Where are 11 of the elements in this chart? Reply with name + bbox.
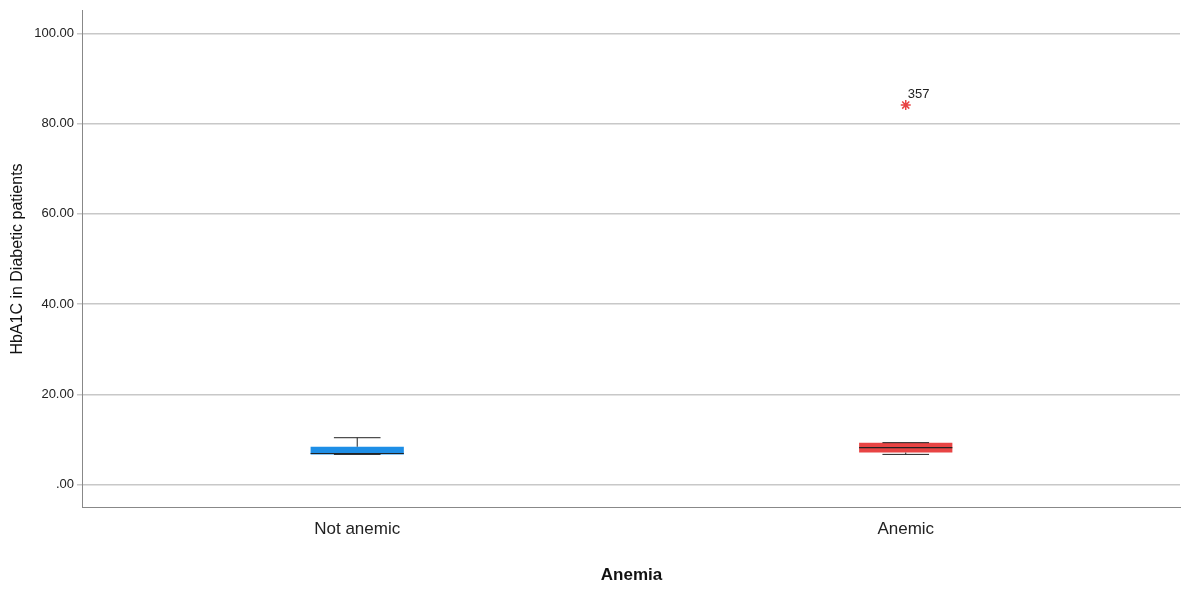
y-tick-label: 20.00 — [41, 385, 74, 401]
x-axis-title: Anemia — [600, 565, 663, 585]
x-tick-label: Anemic — [877, 519, 935, 539]
y-tick-label: 80.00 — [41, 115, 74, 131]
y-tick-label: 100.00 — [34, 24, 74, 40]
y-tick-label: 40.00 — [41, 295, 74, 311]
y-tick-label: 60.00 — [41, 205, 74, 221]
y-axis-title: HbA1C in Diabetic patients — [8, 163, 26, 355]
y-tick-label: .00 — [55, 476, 74, 492]
annotation: 357 — [907, 86, 930, 102]
x-tick-label: Not anemic — [314, 519, 401, 539]
